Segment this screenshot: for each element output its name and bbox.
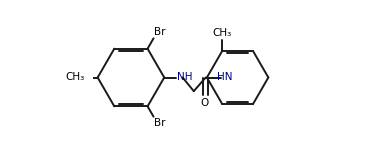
Text: Br: Br	[154, 27, 166, 37]
Text: NH: NH	[177, 73, 193, 82]
Text: Br: Br	[154, 118, 166, 128]
Text: CH₃: CH₃	[213, 28, 232, 38]
Text: CH₃: CH₃	[66, 73, 85, 82]
Text: O: O	[201, 98, 209, 108]
Text: HN: HN	[217, 73, 232, 82]
